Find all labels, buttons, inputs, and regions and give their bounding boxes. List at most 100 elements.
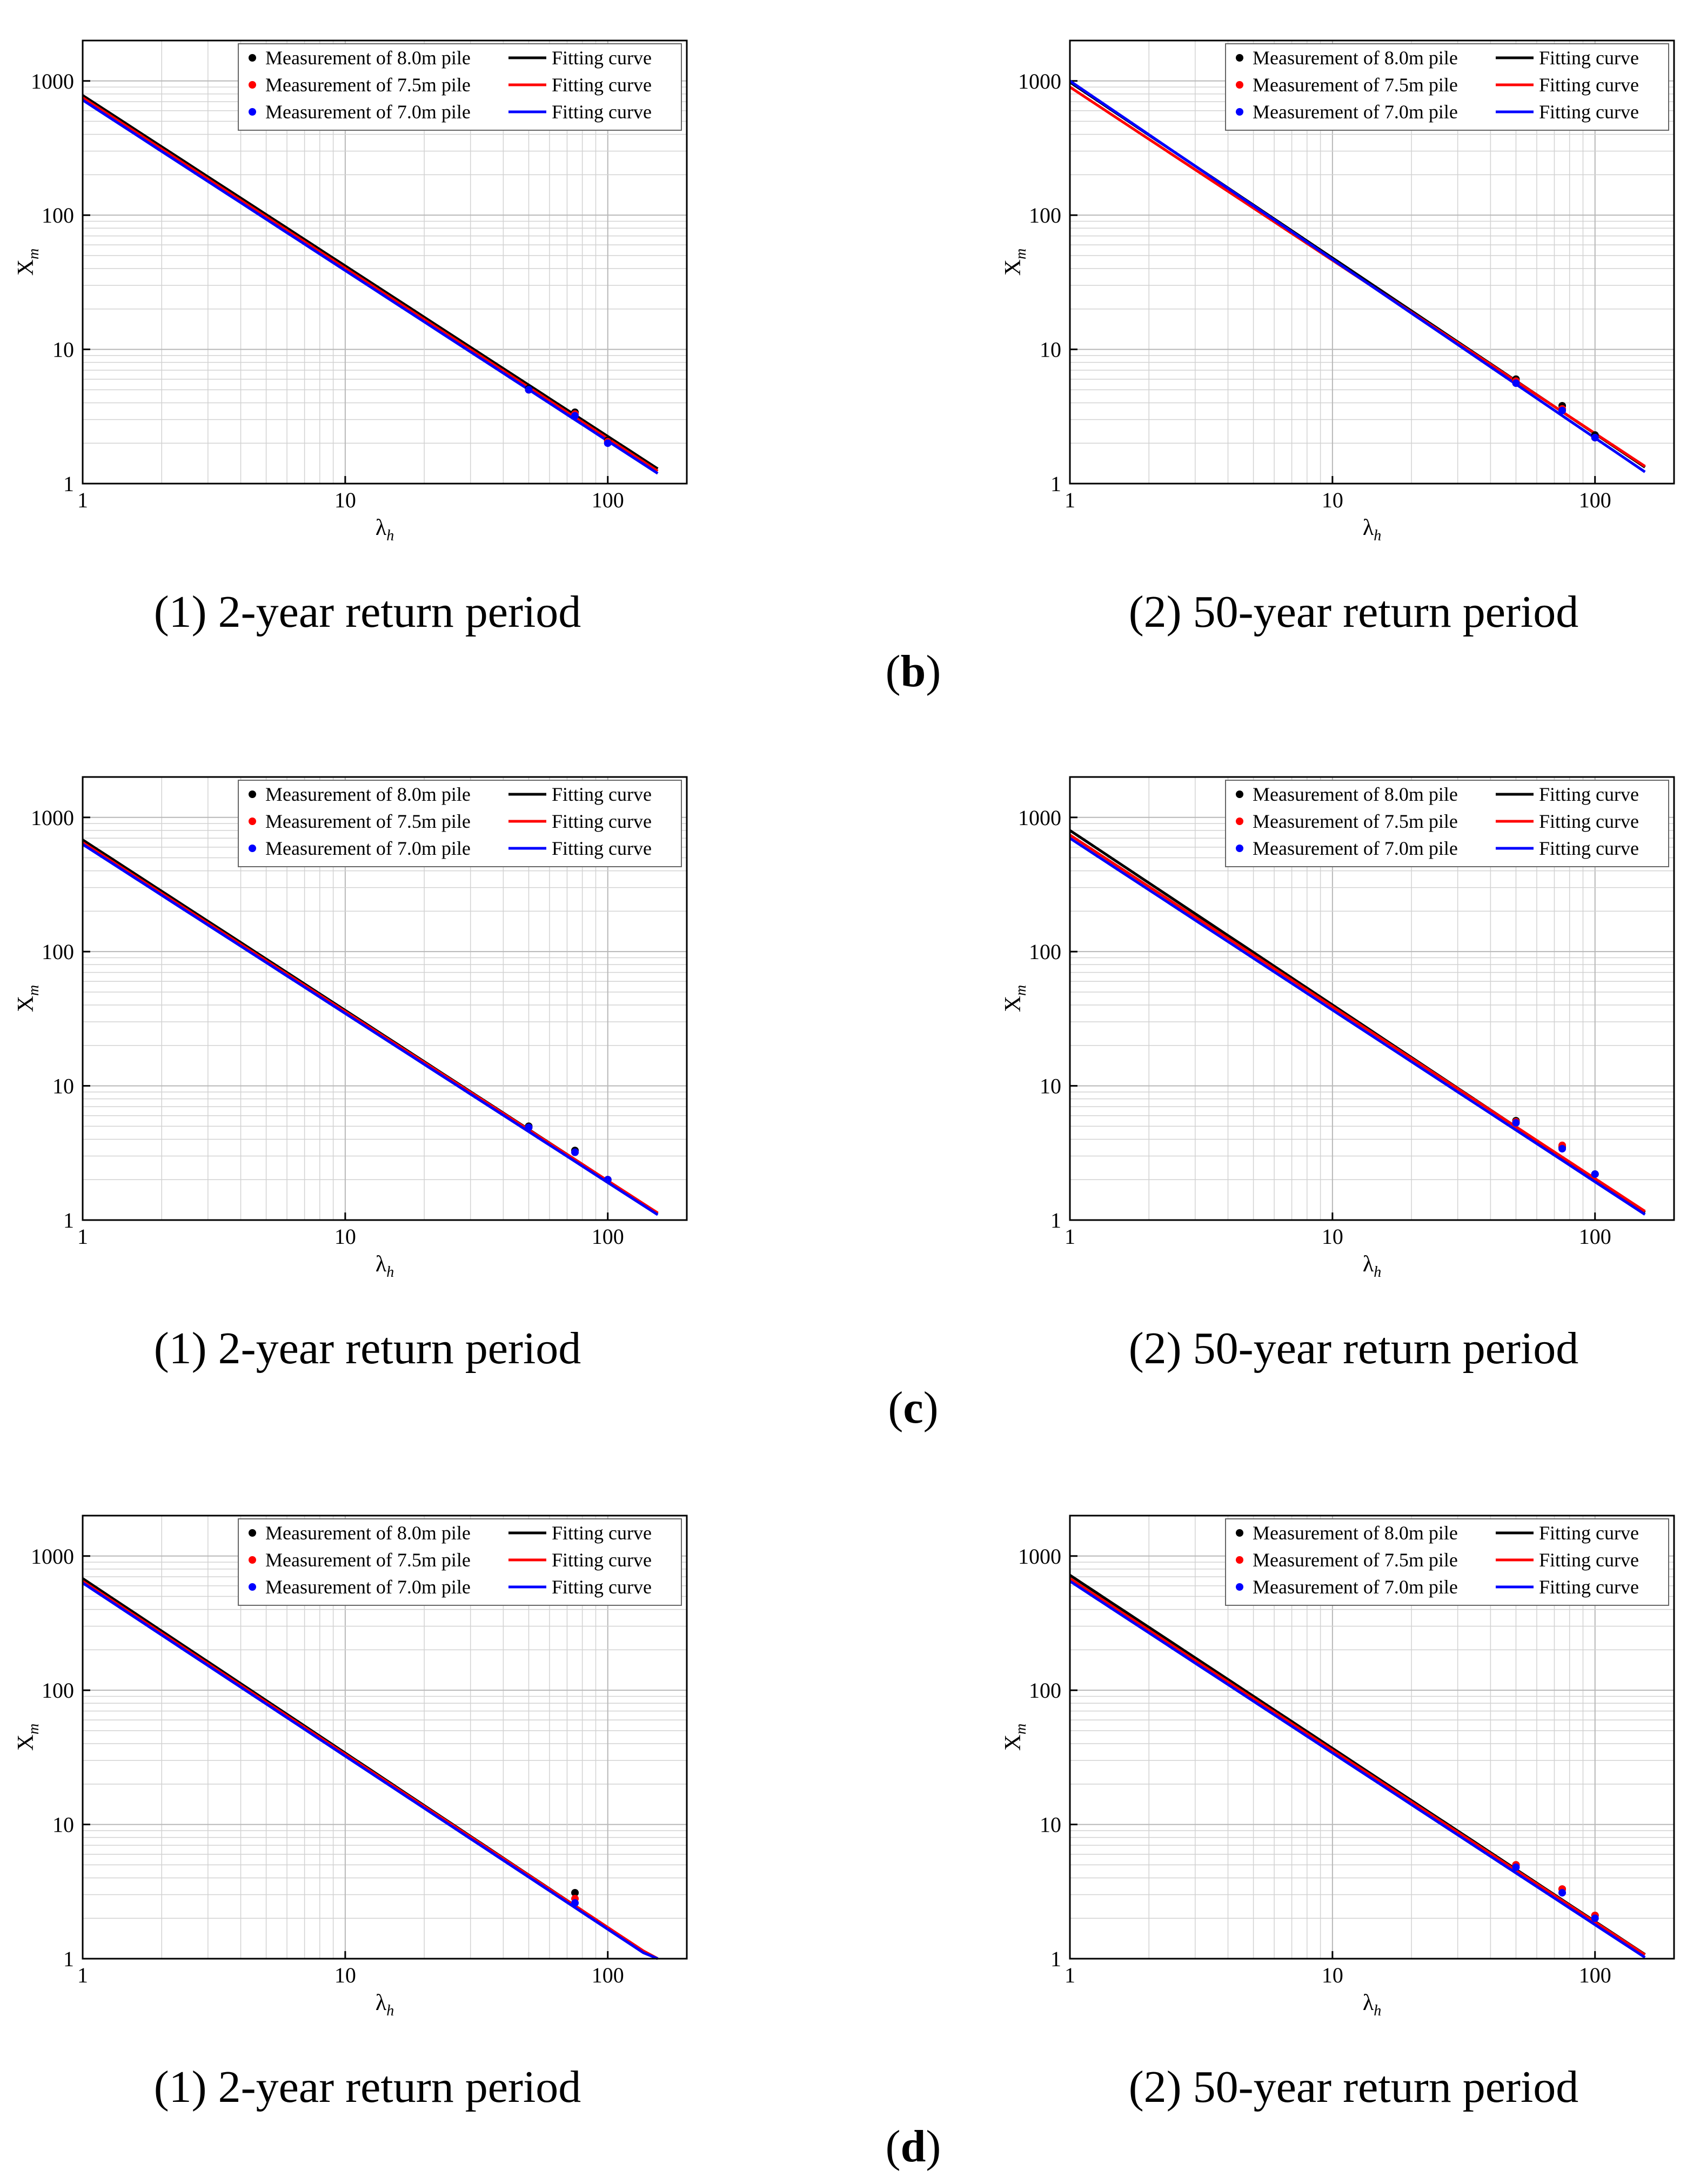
data-point [525,1123,533,1131]
y-tick-label: 10 [52,338,74,362]
legend-entry-fit: Fitting curve [1539,47,1639,69]
x-axis-label: λh [376,1252,394,1281]
legend-marker [1236,54,1243,62]
fit-curve-line [82,1580,659,1960]
fit-curve-line [82,99,659,475]
legend-marker [249,790,256,798]
legend-marker [249,818,256,825]
legend-marker [249,81,256,89]
x-tick-labels: 1 10 100 [77,488,624,512]
legend-marker [249,1529,256,1537]
plot-frame [1069,39,1675,485]
data-point [571,1888,579,1897]
data-point [1558,406,1567,414]
panel-caption: (1) 2-year return period [154,587,581,637]
y-tick-labels: 1 10 100 1000 [1018,1544,1061,1971]
legend-entry-fit: Fitting curve [552,783,652,805]
legend-box [1225,43,1669,131]
data-point [604,1176,612,1184]
fit-curve-line [82,1582,659,1960]
y-axis-label: Xm [1001,249,1029,276]
y-tick-label: 1 [63,472,74,496]
y-tick-label: 100 [42,1678,74,1703]
data-point [1512,379,1520,387]
y-tick-label: 1000 [31,1544,74,1569]
legend-entry-fit: Fitting curve [552,810,652,832]
legend-entry-measurement: Measurement of 8.0m pile [265,783,471,805]
y-axis-label: Xm [1001,1724,1029,1751]
legend-entry-measurement: Measurement of 7.0m pile [1253,1576,1458,1598]
x-tick-labels: 1 10 100 [77,1963,624,1987]
x-tick-label: 100 [1579,488,1611,512]
legend: Measurement of 8.0m pile Fitting curve Mea… [238,43,682,131]
y-tick-label: 1 [63,1208,74,1232]
fit-curve-line [82,96,659,472]
legend-marker [1236,1556,1243,1564]
legend-entry-measurement: Measurement of 7.5m pile [1253,74,1458,96]
y-axis-label: Xm [1001,985,1029,1013]
y-tick-label: 100 [1029,203,1061,227]
legend-entry-fit: Fitting curve [1539,810,1639,832]
x-tick-labels: 1 10 100 [1065,1963,1611,1987]
fit-curve-line [1069,1577,1646,1956]
legend-marker [249,1556,256,1564]
y-tick-label: 1000 [1018,69,1061,93]
fit-curve-line [82,841,659,1214]
measurement-points [1512,1117,1599,1178]
panel-caption: (2) 50-year return period [1129,1323,1579,1374]
chart-panel-2-0: 1 10 100 1 10 100 1000 λh Xm Measurement of 8.0m … [14,1515,688,2019]
plot-frame [1069,776,1675,1221]
plot-frame [82,776,688,1221]
measurement-points [1512,375,1599,441]
legend-entry-measurement: Measurement of 7.5m pile [1253,810,1458,832]
legend-entry-measurement: Measurement of 7.5m pile [1253,1549,1458,1571]
fit-curves [82,1577,659,1960]
x-tick-label: 10 [1322,1963,1343,1987]
legend-entry-fit: Fitting curve [552,838,652,859]
x-tick-label: 1 [77,488,88,512]
x-tick-label: 1 [77,1224,88,1249]
legend-entry-fit: Fitting curve [1539,838,1639,859]
data-point [1558,1888,1567,1897]
plot-frame [82,1515,688,1960]
x-tick-label: 100 [592,488,624,512]
panel-caption: (2) 50-year return period [1129,587,1579,637]
legend-entry-fit: Fitting curve [552,74,652,96]
data-point [571,412,579,420]
legend-entry-measurement: Measurement of 8.0m pile [1253,1522,1458,1544]
legend-marker [249,54,256,62]
legend-entry-fit: Fitting curve [1539,101,1639,123]
grid [1069,1515,1675,1959]
fit-curves [1069,829,1646,1216]
data-point [1591,1914,1599,1922]
legend-entry-measurement: Measurement of 8.0m pile [265,47,471,69]
legend-marker [1236,1529,1243,1537]
chart-panel-1-0: 1 10 100 1 10 100 1000 λh Xm Measurement of 8.0m … [14,776,688,1281]
fit-curves [1069,79,1646,473]
x-tick-label: 10 [1322,1224,1343,1249]
y-tick-labels: 1 10 100 1000 [1018,69,1061,496]
data-point [1512,1863,1520,1871]
fit-curve-line [1069,79,1646,473]
legend-entry-measurement: Measurement of 7.5m pile [265,74,471,96]
x-axis-label: λh [376,515,394,544]
y-tick-label: 10 [52,1074,74,1098]
x-tick-label: 1 [1065,1963,1075,1987]
legend-entry-fit: Fitting curve [1539,74,1639,96]
row-label: (c) [888,1383,938,1433]
x-tick-labels: 1 10 100 [1065,488,1611,512]
fit-curve-line [1069,837,1646,1216]
y-tick-label: 1 [1050,1208,1061,1232]
y-tick-label: 1000 [31,806,74,830]
legend-entry-fit: Fitting curve [552,47,652,69]
legend: Measurement of 8.0m pile Fitting curve Mea… [1225,43,1669,131]
y-tick-label: 100 [42,203,74,227]
y-tick-label: 10 [1040,338,1061,362]
data-point [525,386,533,394]
legend-marker [1236,790,1243,798]
chart-panel-2-1: 1 10 100 1 10 100 1000 λh Xm Measurement of 8.0m … [1001,1515,1675,2019]
legend-entry-measurement: Measurement of 7.5m pile [265,810,471,832]
plot-frame [82,39,688,485]
plot-frame [1069,1515,1675,1960]
y-tick-label: 10 [1040,1074,1061,1098]
